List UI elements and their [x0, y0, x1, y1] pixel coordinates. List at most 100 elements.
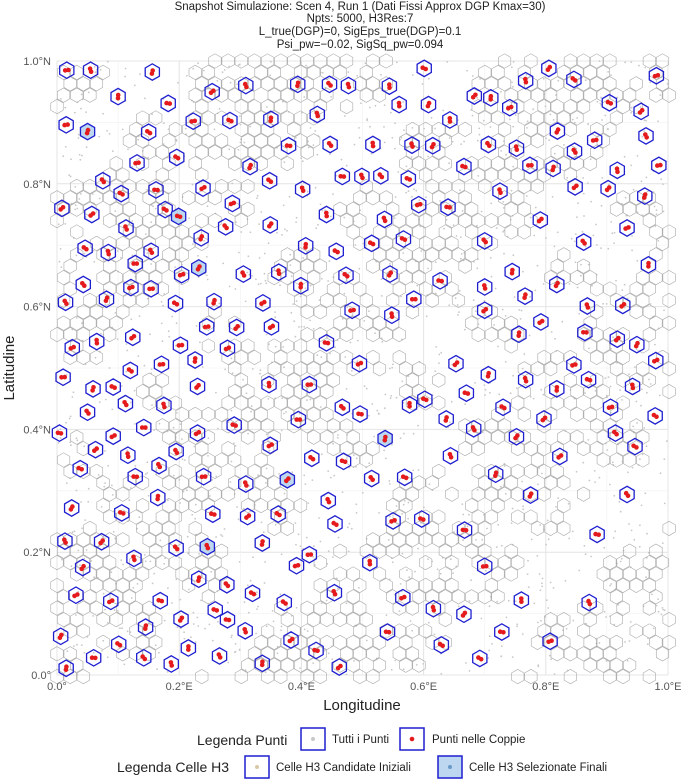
candidate-cell [267, 87, 281, 103]
all-point [380, 278, 383, 280]
selected-cell [648, 351, 664, 370]
candidate-cell [261, 463, 275, 479]
candidate-cell [247, 99, 261, 115]
all-point [228, 65, 231, 68]
selected-cell [580, 370, 597, 389]
legend-points: Legenda Punti Tutti i Punti Punti nelle … [197, 727, 525, 751]
all-point [566, 176, 569, 179]
paired-point [199, 186, 204, 192]
candidate-cell [465, 589, 479, 605]
selected-cell [103, 592, 119, 611]
paired-point [582, 241, 587, 246]
candidate-cell [155, 258, 169, 274]
paired-point [594, 137, 599, 143]
candidate-cell [129, 600, 143, 616]
all-point [218, 108, 221, 110]
selected-cell [629, 335, 645, 354]
candidate-cell [221, 441, 235, 457]
all-point [283, 492, 286, 495]
all-point [329, 352, 332, 355]
all-point [209, 495, 211, 497]
candidate-cell [504, 156, 518, 172]
selected-cell [511, 325, 527, 344]
candidate-cell [195, 121, 209, 137]
candidate-cell [162, 247, 176, 263]
candidate-cell [609, 566, 623, 582]
candidate-cell [425, 589, 439, 605]
all-point [461, 210, 464, 212]
paired-point [444, 204, 449, 210]
all-point [249, 231, 252, 234]
paired-point [195, 267, 201, 272]
all-point [465, 662, 467, 664]
all-point [201, 366, 204, 368]
candidate-cell [563, 646, 577, 662]
paired-point [60, 205, 66, 210]
candidate-cell [636, 566, 650, 582]
all-point [589, 158, 592, 161]
all-point [65, 482, 68, 484]
all-point [457, 314, 459, 316]
all-point [321, 453, 323, 456]
candidate-cell [287, 395, 301, 411]
candidate-cell [478, 156, 492, 172]
candidate-cell [366, 441, 380, 457]
selected-cell [619, 485, 635, 504]
all-point [243, 601, 246, 604]
all-point [223, 528, 226, 530]
candidate-cell [142, 600, 156, 616]
selected-cell [566, 142, 583, 161]
selected-cell [93, 532, 110, 551]
candidate-cell [616, 577, 630, 593]
paired-point [448, 455, 454, 460]
candidate-cell [517, 178, 531, 194]
candidate-cell [419, 623, 433, 639]
candidate-cell [149, 110, 163, 126]
candidate-cell [109, 201, 123, 217]
all-point [511, 507, 514, 510]
candidate-cell [662, 384, 676, 400]
candidate-cell [590, 76, 604, 92]
all-point [640, 404, 642, 407]
all-point [186, 489, 188, 492]
candidate-cell [221, 76, 235, 92]
selected-cell [157, 200, 173, 219]
selected-cell [54, 199, 70, 218]
all-point [370, 152, 373, 155]
selected-cell [577, 323, 593, 342]
all-point [101, 650, 103, 652]
selected-cell [396, 468, 413, 487]
all-point [608, 483, 611, 486]
candidate-cell [103, 577, 117, 593]
all-point [407, 190, 410, 193]
all-point [394, 196, 397, 198]
candidate-cell [188, 133, 202, 149]
all-point [369, 125, 371, 128]
all-point [502, 230, 504, 233]
all-point [542, 77, 545, 80]
selected-cell [340, 76, 357, 95]
candidate-cell [524, 441, 538, 457]
candidate-cell [175, 475, 189, 491]
candidate-cell [603, 646, 617, 662]
all-point [199, 341, 201, 344]
candidate-cell [642, 281, 656, 297]
all-point [632, 188, 635, 191]
candidate-cell [504, 543, 518, 559]
all-point [87, 487, 90, 490]
candidate-cell [557, 110, 571, 126]
paired-point [295, 83, 300, 89]
candidate-cell [649, 634, 663, 650]
candidate-cell [261, 144, 275, 160]
candidate-cell [307, 247, 321, 263]
paired-point [322, 340, 328, 345]
candidate-cell [63, 190, 77, 206]
all-point [279, 593, 282, 596]
candidate-cell [83, 292, 97, 308]
candidate-cell [537, 76, 551, 92]
y-tick-label: 0.6°N [23, 302, 51, 314]
selected-cell [433, 635, 450, 654]
candidate-cell [182, 190, 196, 206]
all-point [541, 472, 543, 475]
candidate-cell [188, 452, 202, 468]
